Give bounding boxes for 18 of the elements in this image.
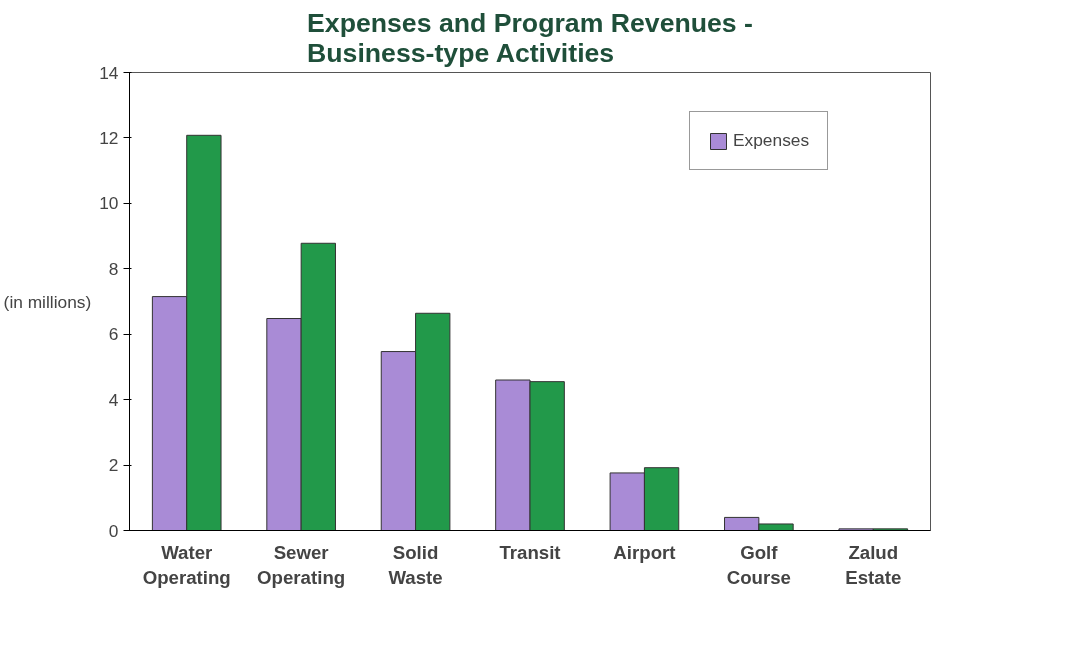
x-tick-label: Golf Course (726, 541, 791, 588)
x-tick-label: Water Operating (142, 541, 231, 588)
x-tick-label: Airport (613, 541, 676, 563)
y-tick-label: 0 (108, 520, 119, 541)
y-tick-label: 6 (108, 324, 119, 345)
chart-title: Expenses and Program Revenues - Business-type Activities (307, 7, 753, 68)
y-tick-label: 2 (108, 455, 119, 476)
x-tick-label: Solid Waste (388, 541, 443, 588)
legend-label: Expenses (733, 130, 810, 151)
y-axis-title: (in millions) (3, 291, 92, 312)
x-tick-label: Sewer Operating (257, 541, 346, 588)
y-tick-label: 14 (99, 62, 119, 83)
y-tick-label: 12 (99, 127, 119, 148)
y-tick-label: 10 (99, 193, 119, 214)
x-tick-label: Transit (499, 541, 561, 563)
x-tick-label: Zalud Estate (845, 541, 902, 588)
y-tick-label: 8 (108, 258, 119, 279)
y-tick-label: 4 (108, 389, 119, 410)
